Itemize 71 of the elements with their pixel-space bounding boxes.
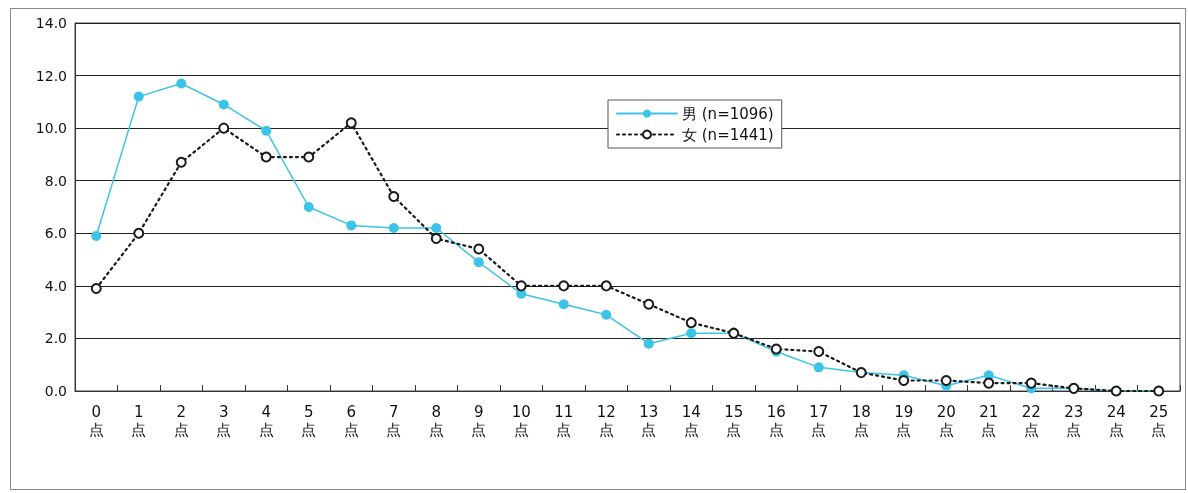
x-tick-label: 1 点 xyxy=(131,403,147,439)
x-tick-label: 15 点 xyxy=(724,403,744,439)
x-tick-label: 7 点 xyxy=(386,403,402,439)
y-tick-label: 12.0 xyxy=(35,67,67,84)
x-tick-label: 18 点 xyxy=(851,403,871,439)
point xyxy=(643,298,655,310)
point xyxy=(176,78,187,89)
x-tick-label: 2 点 xyxy=(173,403,189,439)
legend-label: 女 (n=1441) xyxy=(682,125,774,144)
x-tick-label: 8 点 xyxy=(428,403,444,439)
point xyxy=(940,374,952,386)
y-tick-label: 4.0 xyxy=(44,277,67,294)
x-tick-label: 22 点 xyxy=(1021,403,1041,439)
y-tick-label: 0.0 xyxy=(44,383,67,399)
x-tick-label: 17 点 xyxy=(809,403,829,439)
y-tick-label: 6.0 xyxy=(44,225,67,242)
point xyxy=(473,257,484,268)
x-tick-label: 12 点 xyxy=(596,403,616,439)
y-tick-label: 10.0 xyxy=(35,120,67,137)
point xyxy=(558,299,569,310)
point xyxy=(388,223,399,234)
point xyxy=(345,117,357,129)
point xyxy=(90,282,102,294)
point xyxy=(643,338,654,349)
point xyxy=(430,233,442,245)
x-tick-label: 4 点 xyxy=(258,403,274,439)
legend-label: 男 (n=1096) xyxy=(682,104,774,123)
x-tick-label: 6 点 xyxy=(343,403,359,439)
point xyxy=(685,317,697,329)
point xyxy=(813,362,824,373)
point xyxy=(898,374,910,386)
x-tick-label: 9 点 xyxy=(471,403,487,439)
x-tick-label: 3 点 xyxy=(216,403,232,439)
point xyxy=(303,151,315,163)
point xyxy=(1025,377,1037,389)
x-tick-label: 13 点 xyxy=(639,403,659,439)
point xyxy=(600,280,612,292)
x-tick-label: 25 点 xyxy=(1149,403,1169,439)
x-tick-label: 16 点 xyxy=(766,403,786,439)
x-tick-label: 0 点 xyxy=(88,403,104,439)
x-tick-label: 14 点 xyxy=(681,403,701,439)
point xyxy=(91,230,102,241)
point xyxy=(388,190,400,202)
point xyxy=(303,202,314,212)
y-tick-label: 2.0 xyxy=(44,330,67,347)
x-tick-label: 23 点 xyxy=(1064,403,1084,439)
y-tick-label: 14.0 xyxy=(35,15,67,31)
x-tick-label: 21 点 xyxy=(979,403,999,439)
x-tick-label: 19 点 xyxy=(894,403,914,439)
point xyxy=(515,280,527,292)
x-tick-label: 24 点 xyxy=(1106,403,1126,439)
point xyxy=(133,227,145,239)
point xyxy=(175,156,187,168)
point xyxy=(473,243,485,255)
point xyxy=(813,346,825,358)
x-tick-label: 10 点 xyxy=(511,403,531,439)
x-tick-label: 11 点 xyxy=(554,403,574,439)
point xyxy=(686,328,697,339)
y-tick-label: 8.0 xyxy=(44,172,67,189)
x-tick-label: 20 点 xyxy=(936,403,956,439)
point xyxy=(558,280,570,292)
x-tick-label: 5 点 xyxy=(301,403,317,439)
point xyxy=(218,122,230,134)
point xyxy=(983,377,995,389)
point xyxy=(218,99,229,110)
point xyxy=(261,125,272,136)
point xyxy=(431,223,442,234)
point xyxy=(260,151,272,163)
point xyxy=(346,220,357,231)
point xyxy=(601,309,612,320)
point xyxy=(133,91,144,102)
